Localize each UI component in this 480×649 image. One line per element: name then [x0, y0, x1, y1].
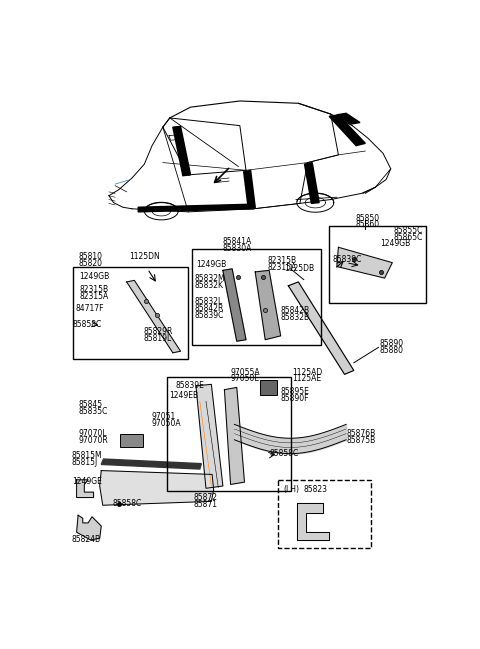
Text: 85819L: 85819L: [144, 334, 172, 343]
Text: 97050E: 97050E: [230, 374, 260, 384]
Text: 85839C: 85839C: [332, 255, 361, 264]
Text: 85865C: 85865C: [394, 233, 423, 242]
Bar: [192, 249, 322, 345]
Text: 1125AE: 1125AE: [292, 374, 321, 384]
Text: 85832M: 85832M: [194, 274, 225, 282]
Text: 85845: 85845: [78, 400, 102, 409]
Text: 85871: 85871: [193, 500, 217, 509]
Text: 85835C: 85835C: [78, 407, 108, 416]
Text: 85858C: 85858C: [73, 320, 102, 329]
Text: 97070R: 97070R: [78, 436, 108, 445]
Bar: [120, 434, 143, 447]
Text: 85872: 85872: [193, 493, 217, 502]
Text: 85895E: 85895E: [281, 387, 310, 396]
Text: 1249GE: 1249GE: [72, 477, 102, 486]
Text: 85820: 85820: [78, 259, 102, 268]
Polygon shape: [101, 459, 201, 469]
Polygon shape: [196, 384, 223, 488]
Text: 1125DN: 1125DN: [129, 252, 160, 261]
Text: 85841A: 85841A: [223, 237, 252, 245]
Text: 85832B: 85832B: [281, 313, 310, 322]
Text: 84717F: 84717F: [76, 304, 104, 313]
Text: 1125AD: 1125AD: [292, 367, 323, 376]
Bar: [73, 267, 188, 359]
Text: 97070L: 97070L: [78, 429, 107, 438]
Text: 85815M: 85815M: [72, 450, 103, 459]
Polygon shape: [297, 503, 329, 540]
Polygon shape: [225, 387, 244, 484]
Bar: [260, 380, 277, 395]
Polygon shape: [127, 280, 180, 353]
Text: 85860: 85860: [355, 221, 380, 230]
Text: 85832L: 85832L: [194, 297, 223, 306]
Text: 85839C: 85839C: [194, 310, 224, 319]
Polygon shape: [337, 247, 392, 278]
Bar: [329, 226, 426, 302]
Text: 85815J: 85815J: [72, 458, 98, 467]
Text: 97055A: 97055A: [230, 367, 260, 376]
Text: 85880: 85880: [380, 346, 404, 355]
Polygon shape: [255, 271, 281, 339]
Text: 97051: 97051: [151, 412, 176, 421]
Polygon shape: [138, 204, 254, 212]
Bar: [278, 480, 371, 548]
Text: 85830A: 85830A: [223, 243, 252, 252]
Text: 82315B: 82315B: [80, 285, 109, 294]
Text: 85855C: 85855C: [394, 226, 423, 235]
Polygon shape: [77, 480, 94, 498]
Text: (LH): (LH): [284, 485, 300, 495]
Text: 85858C: 85858C: [269, 449, 299, 458]
Polygon shape: [337, 114, 360, 124]
Text: 85890F: 85890F: [281, 394, 309, 402]
Polygon shape: [304, 163, 319, 203]
Text: 82315B: 82315B: [267, 256, 297, 265]
Polygon shape: [100, 471, 214, 505]
Text: 85842R: 85842R: [194, 304, 224, 313]
Text: 85890: 85890: [380, 339, 404, 348]
Text: 85832K: 85832K: [194, 280, 223, 289]
Text: 1125DB: 1125DB: [285, 264, 314, 273]
Text: 85810: 85810: [78, 252, 102, 261]
Polygon shape: [77, 515, 101, 540]
Text: 85850: 85850: [355, 214, 380, 223]
Text: 85839E: 85839E: [175, 382, 204, 391]
Text: 82315A: 82315A: [80, 292, 109, 301]
Text: 1249EB: 1249EB: [169, 391, 198, 400]
Text: 85829R: 85829R: [144, 328, 173, 336]
Polygon shape: [223, 269, 246, 341]
Polygon shape: [288, 282, 354, 374]
Polygon shape: [329, 115, 365, 145]
Text: 85823: 85823: [304, 485, 328, 495]
Bar: [168, 376, 291, 491]
Text: 85824B: 85824B: [72, 535, 101, 545]
Text: 82315A: 82315A: [267, 263, 297, 272]
Text: 85875B: 85875B: [346, 436, 375, 445]
Text: 1249GB: 1249GB: [196, 260, 226, 269]
Text: 85842B: 85842B: [281, 306, 310, 315]
Text: 85876B: 85876B: [346, 429, 375, 438]
Polygon shape: [244, 170, 255, 209]
Polygon shape: [173, 127, 191, 176]
Text: 85858C: 85858C: [112, 499, 141, 508]
Text: 1249GB: 1249GB: [80, 272, 110, 281]
Text: 97050A: 97050A: [151, 419, 181, 428]
Text: 1249GB: 1249GB: [380, 239, 410, 248]
